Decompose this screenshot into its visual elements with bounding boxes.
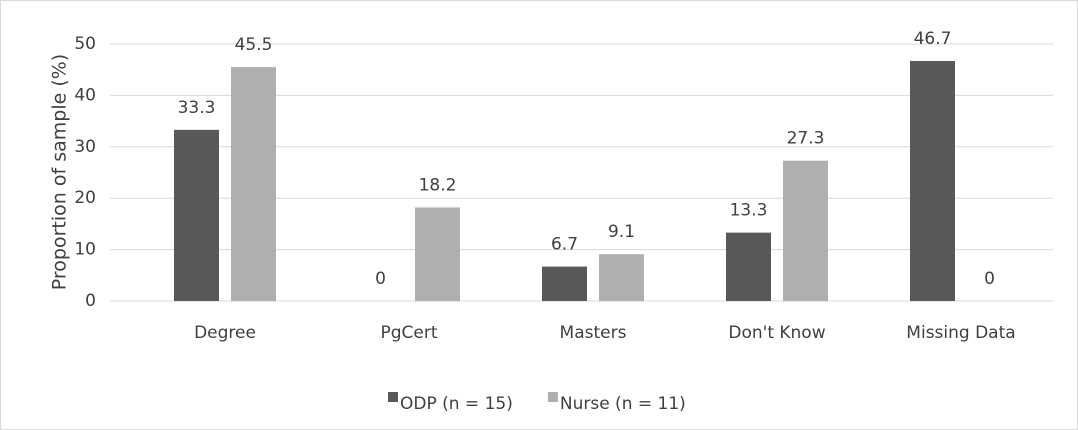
value-label: 46.7 — [914, 29, 952, 49]
value-label: 27.3 — [787, 129, 825, 149]
bar — [783, 160, 828, 301]
y-tick-label: 0 — [85, 291, 96, 311]
y-tick-label: 30 — [74, 137, 96, 157]
legend-label: ODP (n = 15) — [400, 394, 513, 414]
value-label: 18.2 — [419, 175, 457, 195]
value-label: 9.1 — [608, 222, 635, 242]
value-label: 13.3 — [730, 201, 768, 221]
bar — [174, 129, 219, 301]
legend-swatch — [388, 392, 398, 402]
y-axis-label: Proportion of sample (%) — [49, 54, 71, 290]
x-tick-label: Degree — [194, 323, 256, 343]
value-label: 0 — [984, 269, 995, 289]
value-label: 6.7 — [551, 235, 578, 255]
bar — [542, 266, 587, 301]
bar — [726, 232, 771, 301]
x-tick-label: Masters — [560, 323, 627, 343]
x-tick-label: Missing Data — [906, 323, 1015, 343]
legend-label: Nurse (n = 11) — [560, 394, 686, 414]
bar — [599, 254, 644, 301]
legend-swatch — [547, 392, 558, 402]
value-label: 33.3 — [178, 98, 216, 118]
value-label: 0 — [375, 269, 386, 289]
bar — [415, 207, 460, 301]
x-tick-label: PgCert — [380, 323, 437, 343]
y-tick-label: 10 — [74, 240, 96, 260]
y-tick-label: 40 — [74, 85, 96, 105]
x-tick-label: Don't Know — [728, 323, 825, 343]
y-tick-label: 20 — [74, 188, 96, 208]
y-tick-label: 50 — [74, 34, 96, 54]
bar — [910, 60, 955, 301]
bar — [231, 67, 276, 301]
value-label: 45.5 — [235, 35, 273, 55]
